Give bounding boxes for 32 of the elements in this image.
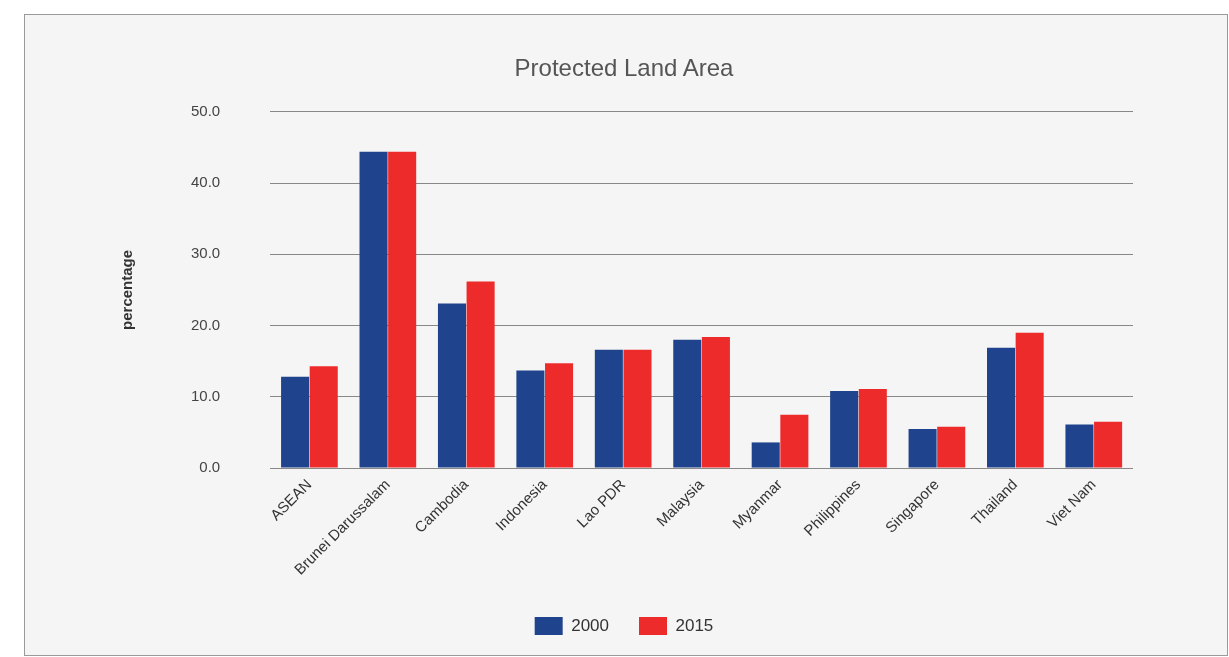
bar: [1015, 332, 1044, 468]
bar: [309, 366, 338, 468]
y-tick-label: 50.0: [190, 101, 221, 119]
bar: [281, 376, 310, 468]
y-tick-label: 10.0: [190, 386, 221, 404]
legend-label: 2000: [571, 615, 610, 635]
bar: [516, 370, 545, 468]
bar: [594, 349, 623, 468]
bar: [388, 151, 417, 468]
bar: [701, 336, 730, 468]
bar: [937, 426, 966, 468]
bar: [780, 414, 809, 468]
bar: [830, 391, 859, 468]
bar: [1094, 421, 1123, 468]
bar: [437, 303, 466, 468]
y-tick-label: 30.0: [190, 244, 221, 262]
bar: [466, 281, 495, 468]
y-tick-label: 0.0: [199, 458, 221, 476]
bar: [858, 388, 887, 468]
legend-label: 2015: [675, 615, 714, 635]
chart-title: Protected Land Area: [514, 54, 735, 82]
bar: [359, 151, 388, 468]
bar: [673, 339, 702, 468]
y-tick-label: 20.0: [190, 315, 221, 333]
bar: [908, 428, 937, 468]
bar: [623, 349, 652, 468]
bar: [545, 363, 574, 468]
y-tick-label: 40.0: [190, 173, 221, 191]
bar: [1065, 424, 1094, 468]
bar: [751, 442, 780, 468]
bar: [987, 347, 1016, 468]
y-axis-title: percentage: [118, 249, 136, 330]
